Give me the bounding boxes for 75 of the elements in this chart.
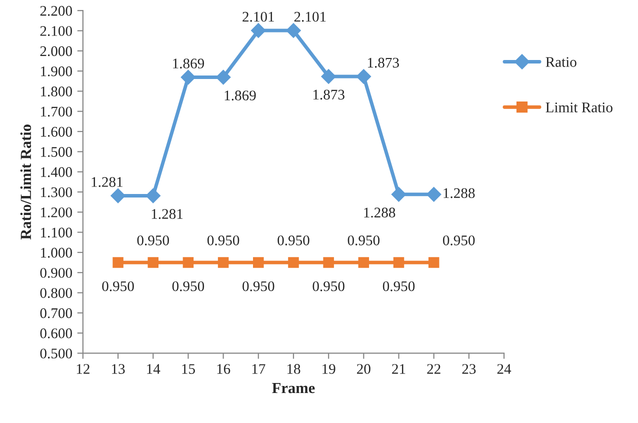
data-label: 1.288 [364,208,396,218]
y-tick-label: 1.700 [40,106,72,117]
data-label: 0.950 [312,281,344,292]
point [146,188,161,204]
y-tick-label: 1.900 [40,66,72,76]
y-tick-label: 1.200 [40,207,72,218]
y-tick-label: 0.900 [40,268,72,278]
x-tick-label: 19 [322,364,336,374]
x-tick-label: 22 [427,364,440,374]
point [321,69,336,84]
y-tick-label: 1.400 [40,167,72,178]
data-label: 1.281 [92,177,122,188]
data-label: 2.101 [294,12,326,22]
point [358,257,370,268]
x-tick-label: 18 [287,364,300,374]
data-label: 1.869 [224,90,256,100]
data-label: 0.950 [382,281,415,292]
data-label: 0.950 [278,235,310,246]
legend-label: Ratio [546,57,576,67]
data-label: 0.950 [207,235,240,246]
data-label: 0.950 [348,235,380,246]
point [148,257,158,268]
y-tick-label: 2.000 [40,46,72,56]
y-tick-label: 1.000 [40,248,72,258]
data-label: 1.873 [368,58,399,68]
y-tick-label: 1.600 [40,126,72,137]
x-tick-label: 21 [392,364,406,374]
point [426,186,442,202]
data-label: 2.101 [242,12,274,22]
point [288,257,299,268]
point [323,257,334,268]
y-tick-label: 0.500 [40,348,72,358]
point [110,188,126,204]
point [180,70,196,85]
y-tick-label: 1.300 [40,187,72,198]
x-tick-label: 17 [252,364,266,374]
data-label: 0.950 [442,235,475,246]
data-label: 1.281 [152,209,183,219]
y-tick-label: 0.600 [40,328,72,338]
data-label: 0.950 [172,281,204,292]
point [253,257,264,268]
data-label: 0.950 [242,281,274,292]
y-tick-label: 1.800 [40,86,72,96]
y-tick-label: 1.500 [40,147,72,157]
x-tick-label: 15 [182,364,195,374]
legend-label: Limit Ratio [546,102,612,112]
point [112,257,124,268]
x-tick-label: 20 [357,364,370,374]
point [216,70,231,85]
data-label: 1.288 [444,188,475,198]
point [250,23,266,38]
data-label: 0.950 [137,235,169,246]
point [428,257,440,268]
point [286,23,301,38]
x-tick-label: 23 [462,364,476,374]
x-tick-label: 16 [217,364,230,374]
y-tick-label: 2.100 [40,26,72,36]
x-tick-label: 14 [147,364,160,374]
y-tick-label: 0.800 [40,288,72,298]
x-axis-title: Frame [272,383,315,394]
x-tick-label: 12 [76,364,90,374]
point [393,257,404,268]
data-label: 1.873 [313,90,344,100]
point [391,186,406,202]
x-tick-label: 24 [497,364,512,374]
x-tick-label: 13 [112,364,125,374]
y-tick-label: 2.200 [40,6,72,16]
point [218,257,229,268]
point [356,69,372,84]
point [182,257,194,268]
data-label: 0.950 [102,281,134,292]
y-tick-label: 0.700 [40,308,72,318]
y-tick-label: 1.100 [40,228,72,238]
data-label: 1.869 [173,58,204,68]
y-axis-title: Ratio/Limit Ratio [20,124,32,240]
